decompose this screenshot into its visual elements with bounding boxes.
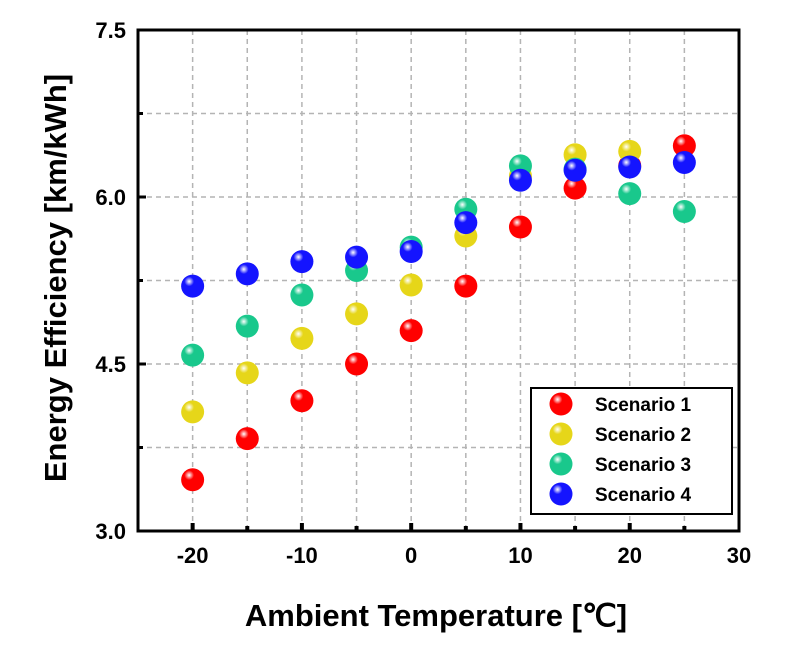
legend-marker-scenario-2 <box>549 422 573 446</box>
point-scenario-4 <box>181 274 205 298</box>
point-scenario-2 <box>345 302 369 326</box>
x-tick-label: 30 <box>727 543 751 568</box>
y-axis-tick-labels: 3.0 4.5 6.0 7.5 <box>95 18 126 544</box>
legend-label-scenario-2: Scenario 2 <box>595 425 691 446</box>
point-scenario-1 <box>290 389 314 413</box>
legend-marker-scenario-4 <box>549 482 573 506</box>
point-scenario-3 <box>618 182 642 206</box>
point-scenario-4 <box>290 250 314 274</box>
point-scenario-1 <box>508 215 532 239</box>
point-scenario-1 <box>181 468 205 492</box>
legend-label-scenario-4: Scenario 4 <box>595 485 692 506</box>
data-points <box>181 134 696 492</box>
y-tick-label: 7.5 <box>95 18 126 43</box>
point-scenario-3 <box>235 314 259 338</box>
point-scenario-4 <box>563 158 587 182</box>
axis-ticks <box>138 112 687 531</box>
point-scenario-4 <box>454 211 478 235</box>
legend-label-scenario-3: Scenario 3 <box>595 455 691 476</box>
point-scenario-4 <box>399 240 423 264</box>
point-scenario-1 <box>399 319 423 343</box>
legend-label-scenario-1: Scenario 1 <box>595 395 692 416</box>
x-tick-label: -10 <box>286 543 318 568</box>
y-axis-title: Energy Efficiency [km/kWh] <box>38 74 73 482</box>
point-scenario-1 <box>345 352 369 376</box>
point-scenario-4 <box>235 262 259 286</box>
point-scenario-4 <box>508 168 532 192</box>
point-scenario-4 <box>345 245 369 269</box>
y-tick-label: 4.5 <box>95 352 126 377</box>
x-tick-label: 0 <box>405 543 417 568</box>
point-scenario-4 <box>672 150 696 174</box>
point-scenario-1 <box>454 274 478 298</box>
point-scenario-2 <box>181 400 205 424</box>
point-scenario-3 <box>181 343 205 367</box>
point-scenario-1 <box>235 427 259 451</box>
legend-marker-scenario-1 <box>549 392 573 416</box>
x-tick-label: -20 <box>177 543 209 568</box>
point-scenario-4 <box>618 155 642 179</box>
point-scenario-2 <box>235 361 259 385</box>
x-tick-label: 20 <box>617 543 641 568</box>
x-axis-tick-labels: -20 -10 0 10 20 30 <box>177 543 752 568</box>
point-scenario-3 <box>290 283 314 307</box>
legend: Scenario 1 Scenario 2 Scenario 3 Scenario 4 <box>530 387 733 515</box>
point-scenario-2 <box>290 326 314 350</box>
legend-marker-scenario-3 <box>549 452 573 476</box>
y-tick-label: 3.0 <box>95 519 126 544</box>
y-tick-label: 6.0 <box>95 185 126 210</box>
x-axis-title: Ambient Temperature [℃] <box>245 598 627 633</box>
point-scenario-1 <box>672 134 696 158</box>
x-tick-label: 10 <box>508 543 532 568</box>
point-scenario-3 <box>672 199 696 223</box>
point-scenario-1 <box>563 176 587 200</box>
point-scenario-2 <box>399 273 423 297</box>
